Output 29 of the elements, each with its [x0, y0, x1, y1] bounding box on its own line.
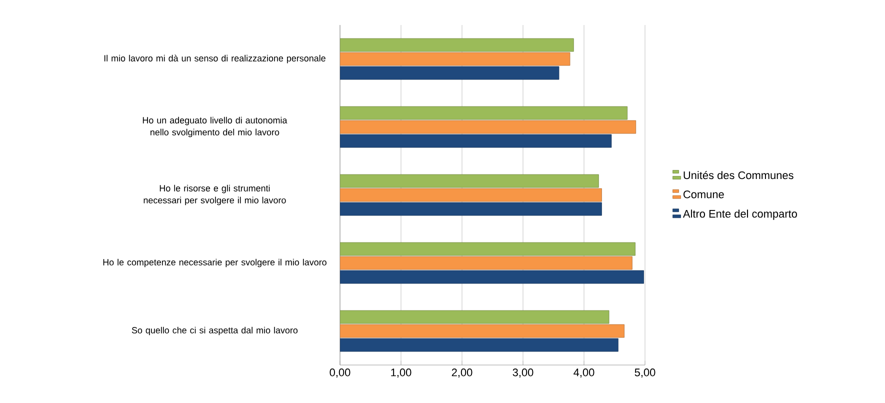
legend-label: Comune	[684, 190, 724, 198]
bar	[340, 120, 636, 134]
bar	[340, 242, 636, 256]
bar	[340, 106, 628, 120]
x-tick-label: 2,00	[452, 368, 472, 378]
bar	[340, 38, 574, 52]
bar	[340, 310, 610, 324]
bar	[340, 270, 644, 284]
y-tick-label: Ho un adeguato livello di autonomia nello svolgimento del mio lavoro	[142, 116, 288, 138]
bar	[340, 174, 599, 188]
x-tick-label: 4,00	[574, 368, 594, 378]
legend-label: Unités des Communes	[684, 170, 794, 180]
y-tick-label: Ho le competenze necessarie per svolgere il mio lavoro	[103, 258, 326, 268]
bar	[340, 188, 602, 202]
x-tick-label: 0,00	[330, 368, 350, 378]
y-tick-label: Il mio lavoro mi dà un senso di realizzazione personale	[104, 54, 326, 64]
bar	[340, 324, 624, 338]
bar	[340, 256, 632, 270]
bar	[340, 134, 612, 148]
x-tick-label: 1,00	[391, 368, 412, 378]
legend-label: Altro Ente del comparto	[682, 210, 797, 220]
bar	[340, 338, 618, 352]
x-tick-label: 3,00	[512, 368, 534, 378]
y-tick-label: Ho le risorse e gli strumenti necessari per svolgere il mio lavoro	[144, 184, 286, 206]
bar	[340, 66, 560, 80]
bar	[340, 52, 570, 66]
bar	[340, 202, 602, 216]
x-tick-label: 5,00	[634, 368, 656, 378]
y-tick-label: So quello che ci si aspetta dal mio lavoro	[132, 326, 298, 336]
